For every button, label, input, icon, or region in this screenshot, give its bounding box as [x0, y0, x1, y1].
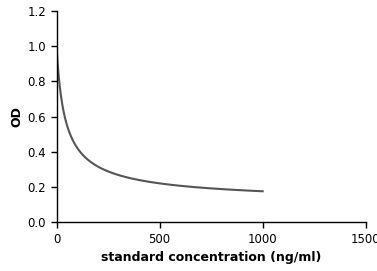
X-axis label: standard concentration (ng/ml): standard concentration (ng/ml) [101, 251, 321, 264]
Y-axis label: OD: OD [10, 106, 23, 127]
